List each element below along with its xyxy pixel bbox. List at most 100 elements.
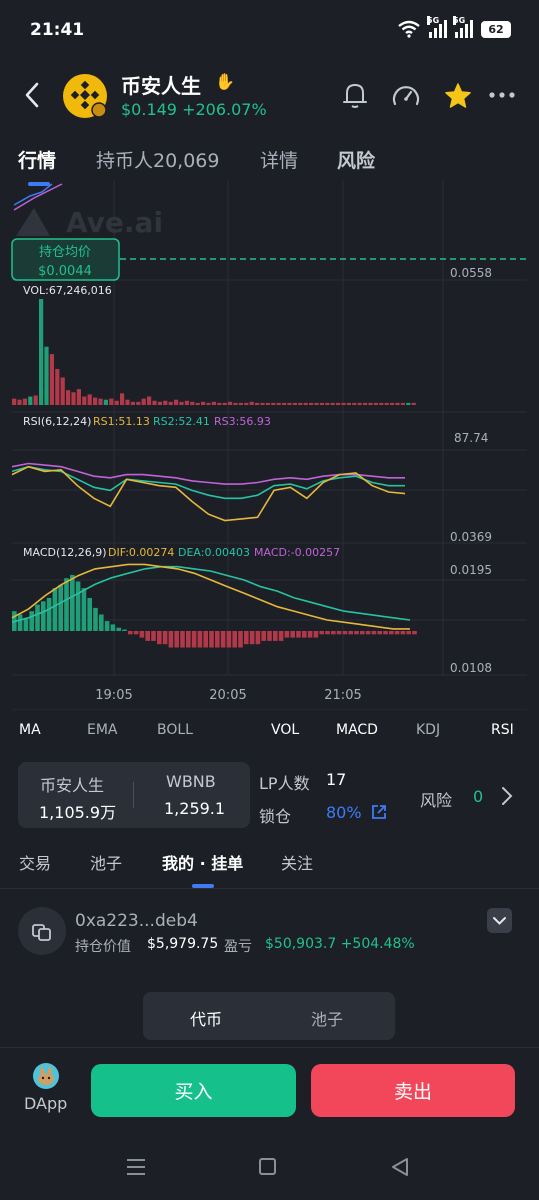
macd-bar	[128, 631, 133, 635]
risk-label[interactable]: 风险	[420, 791, 453, 810]
verified-hand-icon: ✋	[215, 72, 235, 91]
indicator-rsi[interactable]: RSI	[491, 722, 514, 738]
volume-bar	[157, 401, 162, 405]
segment-control	[143, 992, 395, 1040]
volume-bar	[190, 401, 195, 405]
segment-pool[interactable]: 池子	[311, 1010, 344, 1029]
nav-home-icon[interactable]	[259, 1158, 276, 1175]
macd-bar	[70, 574, 75, 631]
volume-bar	[195, 402, 200, 405]
price-axis-label: 0.0558	[450, 266, 492, 280]
subtab-my-orders[interactable]: 我的 · 挂单	[162, 854, 244, 873]
volume-bar	[238, 402, 243, 405]
volume-bar	[373, 402, 378, 405]
bell-icon[interactable]	[340, 80, 370, 110]
indicator-macd[interactable]: MACD	[336, 722, 378, 738]
macd-bar	[116, 627, 121, 631]
indicator-ema[interactable]: EMA	[87, 722, 118, 738]
macd-bar	[157, 631, 162, 645]
rsi-label: RSI(6,12,24)	[23, 415, 91, 428]
macd-high-label: 0.0195	[450, 563, 492, 577]
subtab-trades[interactable]: 交易	[19, 854, 52, 873]
tab-holders[interactable]: 持币人20,069	[96, 150, 220, 172]
macd-bar	[226, 631, 232, 648]
wallet-address[interactable]: 0xa223...deb4	[75, 911, 198, 931]
volume-bar	[136, 401, 141, 405]
volume-bar	[22, 398, 27, 405]
macd-bar	[168, 631, 174, 648]
indicator-kdj[interactable]: KDJ	[416, 722, 441, 738]
tab-risk[interactable]: 风险	[337, 150, 376, 172]
kline-chart[interactable]: Ave.ai 持仓均价 $0.0044 0.0558 VOL:67,246,01…	[0, 180, 539, 710]
indicator-boll[interactable]: BOLL	[157, 722, 193, 738]
macd-bar	[249, 631, 255, 645]
dapp-label[interactable]: DApp	[24, 1094, 68, 1113]
macd-bar	[360, 631, 365, 635]
risk-value[interactable]: 0	[473, 787, 484, 806]
volume-bar	[141, 398, 146, 405]
subtab-pools[interactable]: 池子	[90, 854, 123, 873]
macd-bar	[400, 631, 406, 635]
favorite-star-icon[interactable]	[444, 82, 472, 110]
pancake-icon	[38, 1067, 54, 1085]
macd-bar	[412, 631, 417, 635]
volume-bar	[33, 395, 38, 405]
volume-bar	[147, 396, 152, 405]
volume-bar	[244, 402, 249, 405]
sell-button[interactable]: 卖出	[311, 1064, 515, 1117]
indicator-vol[interactable]: VOL	[271, 722, 300, 738]
token-price: $0.149	[121, 100, 177, 119]
volume-bar	[260, 402, 265, 405]
macd-bar	[17, 614, 23, 631]
nav-back-icon[interactable]	[390, 1157, 410, 1177]
macd-bar	[104, 621, 110, 631]
tab-details[interactable]: 详情	[260, 150, 299, 172]
subtab-watch[interactable]: 关注	[281, 854, 314, 873]
back-icon[interactable]	[18, 80, 48, 110]
macd-bar	[365, 631, 371, 635]
nav-menu-icon[interactable]	[126, 1158, 146, 1176]
macd-bar	[290, 631, 295, 638]
indicator-ma[interactable]: MA	[19, 722, 41, 738]
rsi-high-label: 87.74	[454, 431, 488, 445]
macd-bar	[23, 617, 29, 631]
macd-bar	[209, 631, 214, 648]
volume-bar	[82, 396, 87, 405]
macd-bar	[110, 624, 116, 631]
volume-bar	[217, 402, 222, 405]
more-icon[interactable]	[488, 90, 516, 100]
macd-bar	[180, 631, 185, 648]
buy-button[interactable]: 买入	[91, 1064, 296, 1117]
macd-bar	[383, 631, 388, 635]
holding-value: $5,979.75	[147, 936, 219, 952]
volume-bar	[352, 402, 357, 405]
volume-bar	[411, 402, 416, 405]
volume-bar	[163, 400, 168, 405]
avg-price-label: 持仓均价	[39, 245, 91, 260]
volume-bar	[71, 392, 76, 405]
chevron-right-icon[interactable]	[500, 786, 514, 806]
macd-bar	[139, 631, 145, 638]
expand-button[interactable]	[487, 908, 512, 933]
tab-market[interactable]: 行情	[18, 150, 57, 172]
volume-bar	[228, 401, 233, 405]
lp-holders-count: 17	[326, 770, 347, 789]
base-token-amount: 1,105.9万	[39, 803, 117, 822]
gauge-icon[interactable]	[390, 80, 422, 112]
macd-value-label: MACD:-0.00257	[254, 546, 340, 559]
system-icons: 5G 5G 62	[397, 16, 511, 38]
holding-value-label: 持仓价值	[75, 939, 131, 955]
base-token-name: 币安人生	[40, 776, 105, 795]
lock-value[interactable]: 80%	[326, 803, 387, 822]
volume-bar	[28, 396, 33, 405]
macd-bar	[145, 631, 150, 641]
volume-bar	[109, 398, 114, 405]
macd-bar	[296, 631, 301, 638]
segment-token[interactable]: 代币	[190, 1010, 223, 1029]
dapp-icon[interactable]	[33, 1063, 59, 1089]
volume-bar	[152, 400, 157, 405]
dea-label: DEA:0.00403	[178, 546, 250, 559]
volume-bar	[222, 402, 227, 405]
macd-bar	[58, 584, 63, 631]
copy-wallet-icon	[32, 924, 51, 941]
